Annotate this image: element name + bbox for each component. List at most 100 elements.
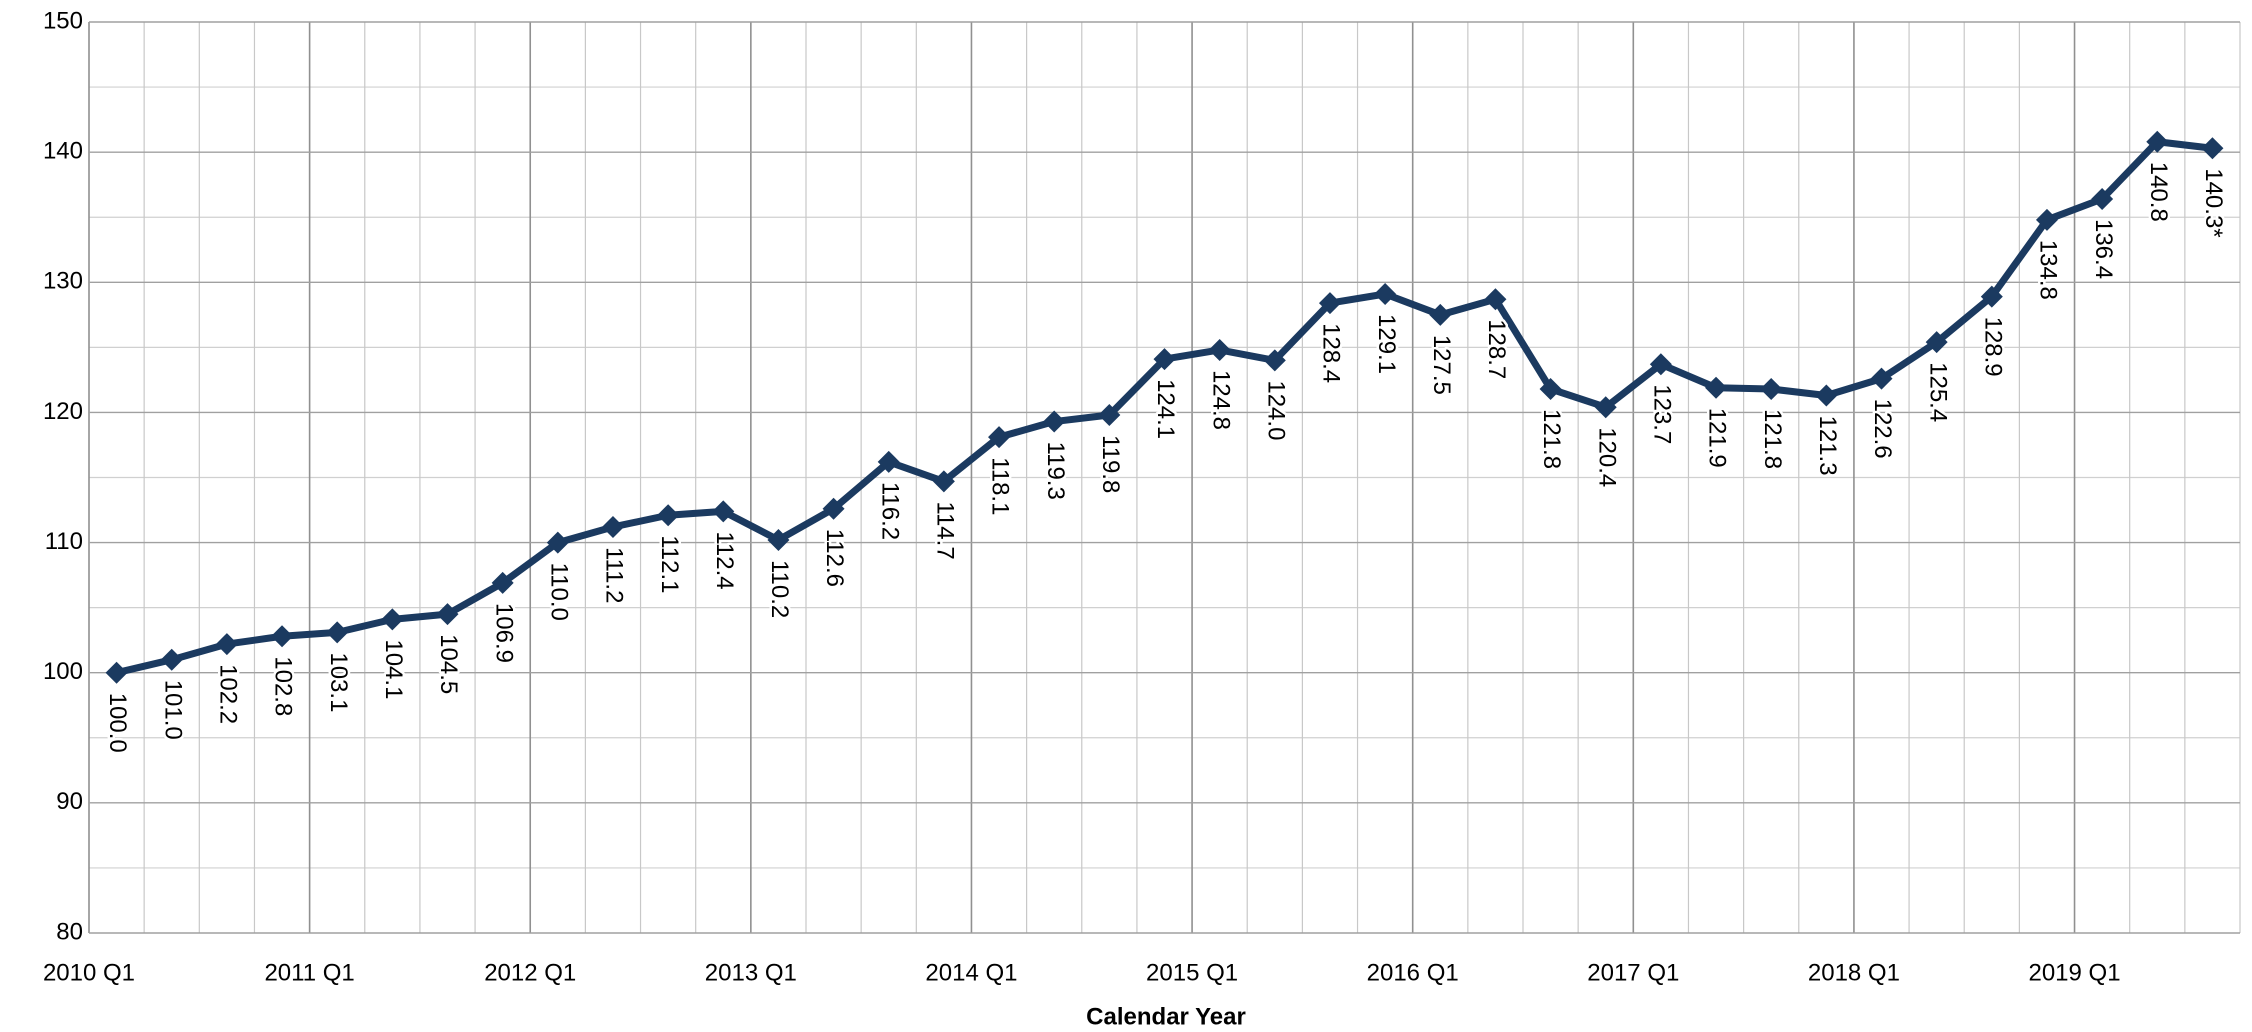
marker <box>1705 376 1728 399</box>
marker <box>2201 137 2224 160</box>
marker <box>1098 404 1121 427</box>
marker <box>822 497 845 520</box>
marker <box>326 621 349 644</box>
marker <box>381 608 404 631</box>
marker <box>1043 410 1066 433</box>
y-tick-label: 130 <box>43 268 83 295</box>
data-label: 119.3 <box>1042 442 1069 500</box>
marker <box>1594 396 1617 419</box>
y-tick-label: 140 <box>43 137 83 164</box>
marker <box>436 603 459 626</box>
data-label: 122.6 <box>1869 399 1896 459</box>
marker <box>2091 187 2114 210</box>
marker <box>1153 348 1176 371</box>
marker <box>712 500 735 523</box>
y-tick-label: 100 <box>43 658 83 685</box>
marker <box>1760 378 1783 401</box>
marker <box>1484 288 1507 311</box>
marker <box>1980 285 2003 308</box>
marker <box>2035 208 2058 231</box>
data-label: 134.8 <box>2035 240 2062 300</box>
x-tick-label: 2015 Q1 <box>1146 959 1238 986</box>
data-label: 140.3* <box>2200 168 2227 237</box>
marker <box>271 625 294 648</box>
data-labels: 100.0 101.0 102.2 102.8 103.1 104.1 104.5 106.9… <box>102 159 2230 755</box>
data-label: 127.5 <box>1428 335 1455 395</box>
data-label: 123.7 <box>1649 384 1676 444</box>
data-label: 110.2 <box>766 560 793 618</box>
data-label: 101.0 <box>159 680 186 740</box>
data-label: 121.8 <box>1759 409 1786 469</box>
marker <box>1208 338 1231 361</box>
data-label: 116.2 <box>876 482 903 540</box>
y-tick-label: 120 <box>43 398 83 425</box>
x-tick-label: 2011 Q1 <box>264 959 354 986</box>
marker <box>767 528 790 551</box>
data-label: 121.9 <box>1704 408 1731 468</box>
data-label: 125.4 <box>1924 362 1951 422</box>
y-tick-label: 110 <box>45 528 83 555</box>
data-label: 112.4 <box>711 531 738 589</box>
x-tick-label: 2010 Q1 <box>43 959 135 986</box>
marker <box>657 504 680 527</box>
marker <box>1429 303 1452 326</box>
data-label: 112.1 <box>656 535 683 593</box>
marker <box>877 450 900 473</box>
data-label: 118.1 <box>987 457 1014 515</box>
data-label: 104.1 <box>380 639 407 699</box>
data-label: 128.9 <box>1979 317 2006 377</box>
marker <box>1649 353 1672 376</box>
data-label: 104.5 <box>435 634 462 694</box>
data-label: 124.0 <box>1262 380 1289 440</box>
data-label: 102.8 <box>270 656 297 716</box>
marker <box>2146 130 2169 153</box>
data-label: 103.1 <box>325 652 352 712</box>
marker <box>546 531 569 554</box>
data-label: 120.4 <box>1593 427 1620 487</box>
data-label: 119.8 <box>1097 435 1124 493</box>
marker <box>1925 331 1948 354</box>
data-label: 121.3 <box>1814 416 1841 476</box>
data-label: 124.8 <box>1207 370 1234 430</box>
marker <box>988 426 1011 449</box>
y-tick-label: 90 <box>56 788 83 815</box>
x-tick-label: 2017 Q1 <box>1587 959 1679 986</box>
y-tick-label: 80 <box>56 918 83 945</box>
data-label: 128.4 <box>1318 323 1345 383</box>
x-tick-label: 2018 Q1 <box>1808 959 1900 986</box>
data-label: 100.0 <box>104 693 131 753</box>
data-label: 124.1 <box>1152 379 1179 439</box>
data-label: 140.8 <box>2145 162 2172 222</box>
data-label: 111.2 <box>601 547 628 604</box>
data-label: 110.0 <box>545 563 572 621</box>
data-label: 136.4 <box>2090 219 2117 279</box>
marker <box>1870 367 1893 390</box>
data-label: 128.7 <box>1483 319 1510 379</box>
x-tick-label: 2013 Q1 <box>705 959 797 986</box>
x-tick-label: 2016 Q1 <box>1367 959 1459 986</box>
data-label: 114.7 <box>932 501 959 559</box>
marker <box>160 648 183 671</box>
marker <box>1539 378 1562 401</box>
marker <box>491 571 514 594</box>
marker <box>105 661 128 684</box>
data-label: 106.9 <box>490 603 517 663</box>
x-axis-title: Calendar Year <box>1086 1003 1246 1030</box>
marker <box>215 633 238 656</box>
grid <box>88 21 2241 934</box>
x-tick-label: 2014 Q1 <box>925 959 1017 986</box>
marker <box>932 470 955 493</box>
marker <box>1263 349 1286 372</box>
data-label: 112.6 <box>821 529 848 587</box>
y-tick-label: 150 <box>43 7 83 34</box>
marker <box>1374 282 1397 305</box>
marker <box>1318 292 1341 315</box>
data-label: 121.8 <box>1538 409 1565 469</box>
marker <box>601 515 624 538</box>
x-tick-label: 2012 Q1 <box>484 959 576 986</box>
data-label: 102.2 <box>215 664 242 724</box>
x-tick-label: 2019 Q1 <box>2028 959 2120 986</box>
data-label: 129.1 <box>1373 314 1400 374</box>
marker <box>1815 384 1838 407</box>
